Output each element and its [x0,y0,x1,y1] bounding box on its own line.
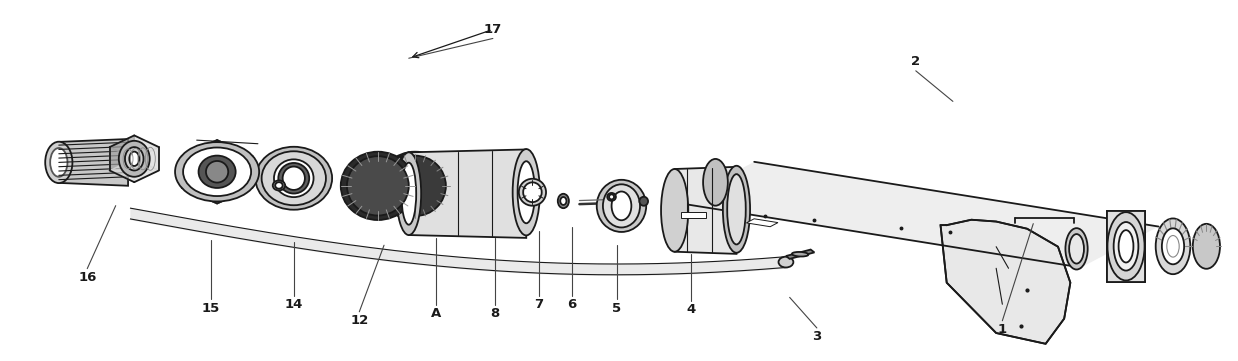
Text: 3: 3 [812,330,822,343]
Ellipse shape [282,166,305,190]
Ellipse shape [1070,234,1084,264]
Polygon shape [59,139,128,186]
Text: 1: 1 [998,323,1006,336]
Ellipse shape [274,159,313,197]
Ellipse shape [206,161,228,183]
Ellipse shape [603,184,640,227]
Polygon shape [217,156,253,188]
Polygon shape [110,135,134,159]
Text: 14: 14 [285,298,303,311]
Text: 12: 12 [350,314,369,327]
Bar [681,212,706,218]
Ellipse shape [384,156,446,216]
Ellipse shape [125,147,144,170]
Polygon shape [409,149,526,238]
Polygon shape [134,159,158,182]
Ellipse shape [792,252,808,257]
Ellipse shape [279,163,310,193]
Ellipse shape [46,142,72,183]
Ellipse shape [51,148,68,177]
Ellipse shape [1192,224,1219,269]
Ellipse shape [119,141,150,177]
Polygon shape [1108,212,1145,282]
Ellipse shape [183,148,251,196]
Polygon shape [110,159,134,182]
Ellipse shape [723,166,750,253]
Ellipse shape [275,182,282,189]
Ellipse shape [597,180,646,232]
Polygon shape [217,140,253,172]
Ellipse shape [639,197,647,206]
Ellipse shape [1066,228,1088,270]
Ellipse shape [347,156,409,216]
Text: 17: 17 [484,23,501,36]
Text: 5: 5 [612,302,621,315]
Ellipse shape [396,152,421,235]
Text: 8: 8 [490,307,500,320]
Ellipse shape [779,257,794,268]
Polygon shape [941,220,1071,344]
Ellipse shape [1108,212,1145,280]
Ellipse shape [609,194,614,199]
Ellipse shape [175,142,259,201]
Ellipse shape [1119,230,1134,262]
Polygon shape [182,156,217,188]
Text: 7: 7 [534,298,543,311]
Ellipse shape [727,174,745,244]
Ellipse shape [379,152,451,220]
Polygon shape [217,172,253,204]
Ellipse shape [524,182,542,202]
Bar [747,219,777,227]
Ellipse shape [561,197,567,205]
Polygon shape [182,140,217,172]
Ellipse shape [198,156,235,188]
Polygon shape [182,140,253,204]
Ellipse shape [255,147,332,210]
Text: 16: 16 [78,271,97,284]
Ellipse shape [519,179,546,206]
Ellipse shape [1114,222,1139,271]
Ellipse shape [558,194,569,208]
Polygon shape [134,135,158,159]
Text: 15: 15 [202,302,220,315]
Text: 6: 6 [567,298,577,311]
Ellipse shape [340,152,415,220]
Text: A: A [431,307,441,320]
Ellipse shape [272,180,285,191]
Ellipse shape [401,163,416,225]
Ellipse shape [661,169,688,252]
Polygon shape [110,147,134,170]
Polygon shape [675,167,737,254]
Polygon shape [677,162,1159,268]
Text: 4: 4 [686,304,696,317]
Ellipse shape [612,191,631,220]
Ellipse shape [703,159,728,206]
Polygon shape [786,249,815,259]
Ellipse shape [129,152,139,166]
Polygon shape [182,172,217,204]
Ellipse shape [1156,218,1190,274]
Ellipse shape [517,161,535,223]
Polygon shape [134,147,158,170]
Ellipse shape [608,193,617,201]
Ellipse shape [1162,228,1184,264]
Ellipse shape [513,149,540,235]
Ellipse shape [261,151,326,205]
Text: 2: 2 [911,55,920,68]
